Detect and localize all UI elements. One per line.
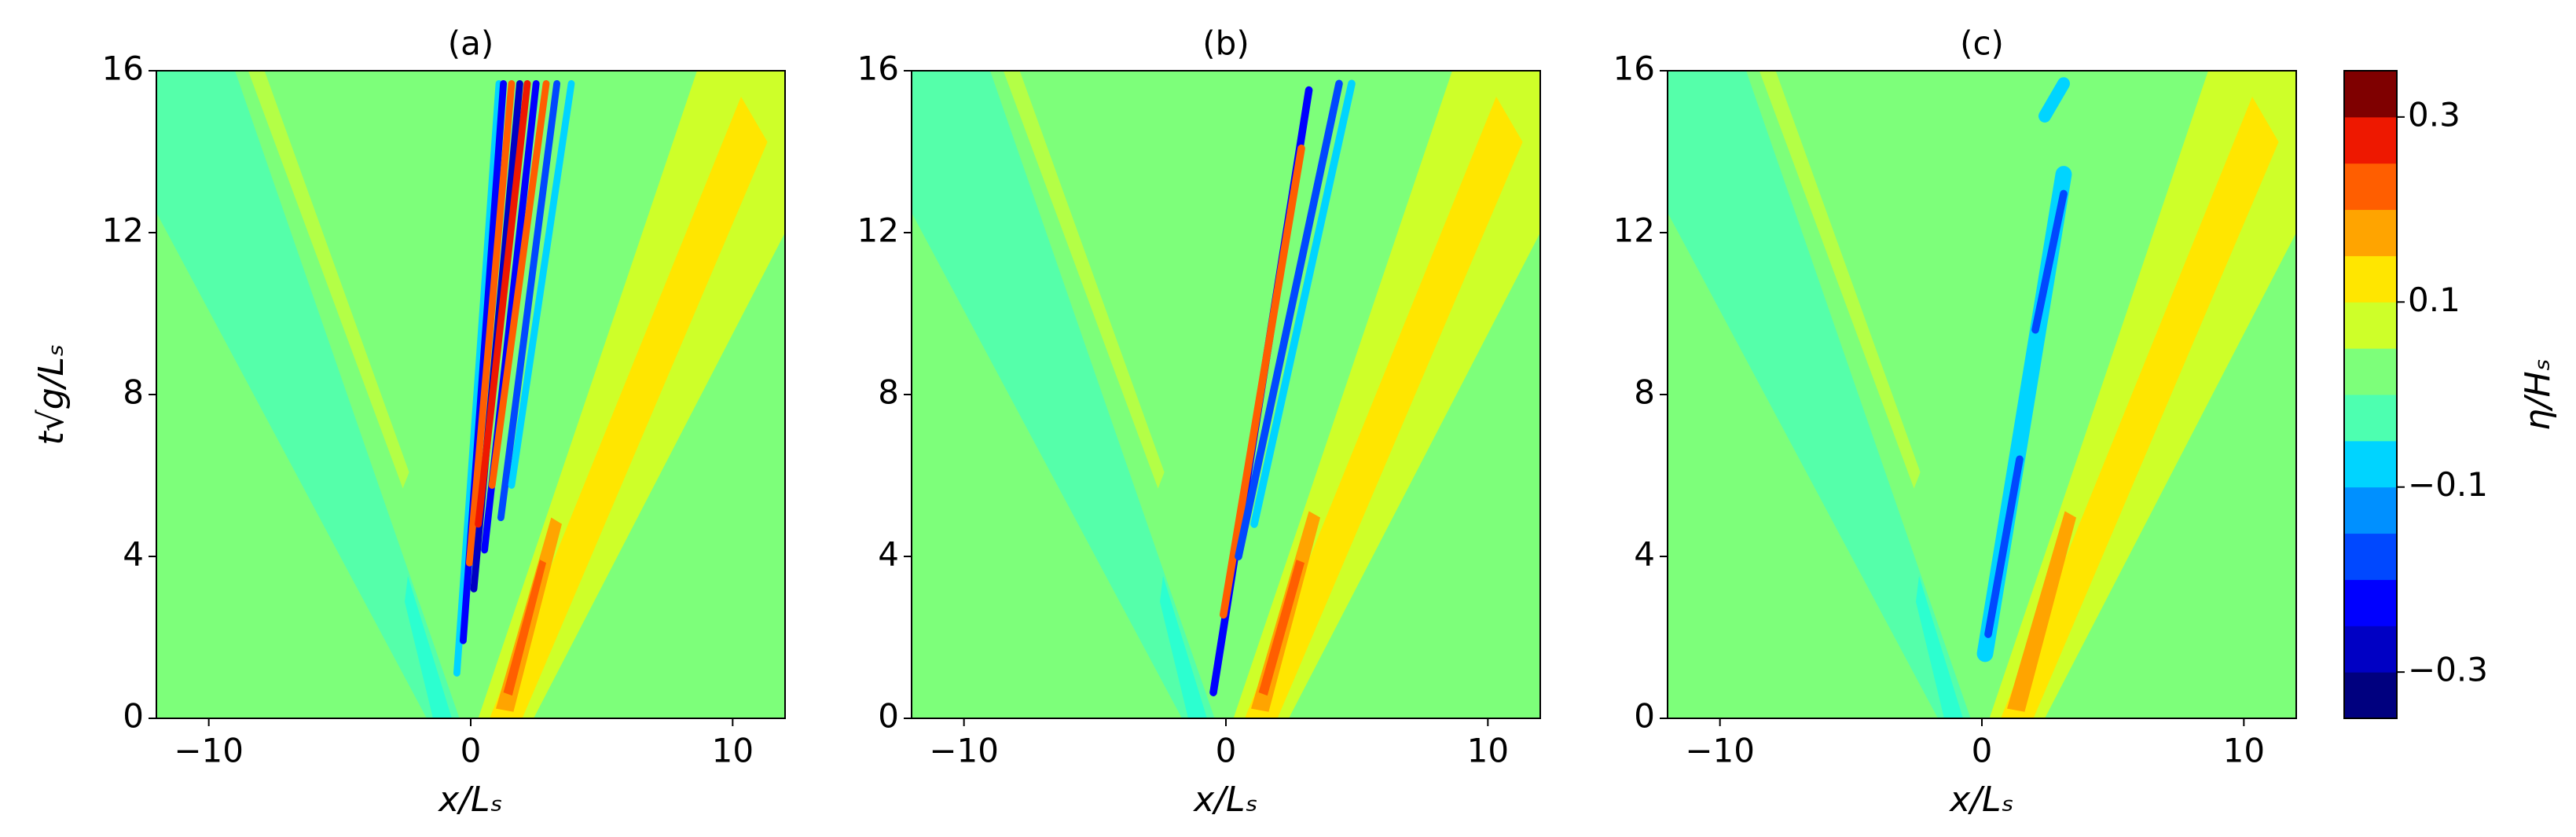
colorbar-band <box>2344 440 2397 488</box>
x-tick-label: −10 <box>929 732 999 770</box>
y-tick-label: 8 <box>123 373 144 412</box>
colorbar-band <box>2344 395 2397 442</box>
x-tick-label: 0 <box>1216 732 1237 770</box>
x-axis-label: x/Lₛ <box>1948 780 2014 820</box>
colorbar-band <box>2344 533 2397 580</box>
x-tick-label: 0 <box>1972 732 1993 770</box>
y-tick-label: 12 <box>1613 211 1655 250</box>
x-tick-label: −10 <box>1685 732 1755 770</box>
panel-title: (c) <box>1960 24 2004 63</box>
x-tick-label: 10 <box>712 732 754 770</box>
colorbar-band <box>2344 163 2397 211</box>
colorbar-tick-label: 0.1 <box>2408 281 2460 319</box>
contour-field <box>1668 71 2296 718</box>
colorbar-band <box>2344 486 2397 534</box>
colorbar-band <box>2344 672 2397 719</box>
y-tick-label: 16 <box>1613 50 1655 88</box>
x-tick-label: −10 <box>174 732 244 770</box>
colorbar-band <box>2344 579 2397 626</box>
y-tick-label: 12 <box>102 211 144 250</box>
y-tick-label: 4 <box>123 535 144 574</box>
colorbar-band <box>2344 116 2397 164</box>
colorbar-band <box>2344 255 2397 303</box>
x-tick-label: 0 <box>461 732 482 770</box>
colorbar-frame <box>2343 70 2398 719</box>
colorbar-band <box>2344 302 2397 349</box>
y-tick-label: 4 <box>1634 535 1655 574</box>
colorbar-tick-label: 0.3 <box>2408 95 2460 134</box>
y-axis-label: t√g/Lₛ <box>31 344 72 446</box>
y-tick-label: 8 <box>878 373 899 412</box>
colorbar-band <box>2344 348 2397 395</box>
x-tick-label: 10 <box>2223 732 2265 770</box>
panel-title: (b) <box>1202 24 1249 63</box>
y-tick-label: 16 <box>102 50 144 88</box>
y-tick-label: 0 <box>878 697 899 736</box>
colorbar-tick-label: −0.1 <box>2408 465 2488 504</box>
y-tick-label: 0 <box>123 697 144 736</box>
y-tick-label: 12 <box>857 211 899 250</box>
x-axis-label: x/Lₛ <box>1192 780 1258 820</box>
y-tick-label: 0 <box>1634 697 1655 736</box>
colorbar-band <box>2344 626 2397 673</box>
colorbar-band <box>2344 71 2397 118</box>
contour-field <box>912 71 1540 718</box>
colorbar-label: η/Hₛ <box>2518 358 2558 431</box>
contour-field <box>156 71 785 718</box>
x-tick-label: 10 <box>1467 732 1509 770</box>
x-axis-label: x/Lₛ <box>437 780 503 820</box>
colorbar-band <box>2344 209 2397 256</box>
y-tick-label: 8 <box>1634 373 1655 412</box>
panel-title: (a) <box>448 24 494 63</box>
y-tick-label: 16 <box>857 50 899 88</box>
colorbar-tick-label: −0.3 <box>2408 651 2488 689</box>
y-tick-label: 4 <box>878 535 899 574</box>
